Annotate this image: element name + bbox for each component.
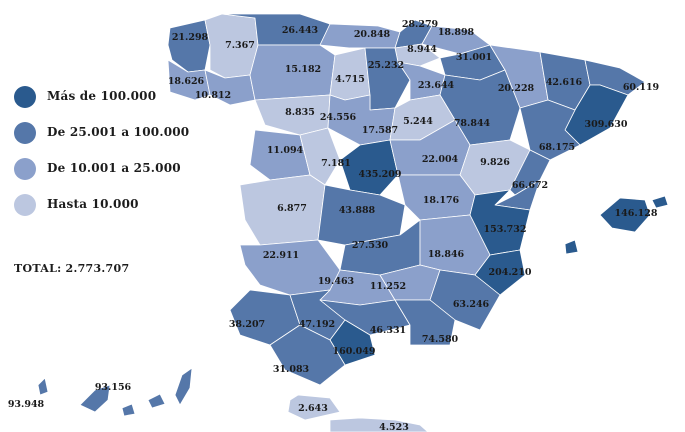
region-label: 4.715 [335, 74, 365, 85]
region-label: 9.826 [480, 157, 510, 168]
region-label: 27.530 [352, 240, 389, 251]
legend-item: De 10.001 a 25.000 [14, 158, 204, 194]
legend: Más de 100.000 De 25.001 a 100.000 De 10… [14, 86, 204, 230]
legend-swatch-icon [14, 158, 36, 180]
region-label: 60.119 [623, 82, 660, 93]
region-shape [269, 324, 346, 386]
region-label: 8.944 [407, 44, 437, 55]
region-label: 4.523 [379, 422, 409, 432]
region-shape [174, 367, 193, 406]
region-label: 8.835 [285, 107, 315, 118]
region-label: 18.898 [438, 27, 475, 38]
region-label: 153.732 [484, 224, 527, 235]
legend-item: De 25.001 a 100.000 [14, 122, 204, 158]
region-label: 26.443 [282, 25, 318, 36]
region-shape [651, 195, 669, 209]
region-label: 63.246 [453, 299, 490, 310]
region-label: 204.210 [489, 267, 532, 278]
region-shape [599, 197, 651, 233]
region-label: 74.580 [422, 334, 459, 345]
region-label: 2.643 [298, 403, 328, 414]
region-label: 18.846 [428, 249, 465, 260]
region-label: 435.209 [359, 169, 402, 180]
region-label: 10.812 [195, 90, 231, 101]
region-label: 42.616 [546, 77, 583, 88]
total-summary: TOTAL: 2.773.707 [14, 262, 129, 275]
region-label: 43.888 [339, 205, 376, 216]
region-label: 160.049 [333, 346, 376, 357]
region-label: 93.156 [95, 382, 132, 393]
legend-label: Más de 100.000 [47, 89, 157, 103]
region-label: 66.672 [512, 180, 548, 191]
region-label: 146.128 [615, 208, 658, 219]
region-label: 21.298 [172, 32, 209, 43]
legend-label: Hasta 10.000 [47, 197, 139, 211]
region-shape [317, 184, 406, 246]
region-label: 31.001 [456, 52, 492, 63]
region-label: 6.877 [277, 203, 307, 214]
region-label: 5.244 [403, 116, 433, 127]
region-label: 18.176 [423, 195, 460, 206]
region-labels: 21.298 7.367 26.443 20.848 28.279 18.898… [8, 19, 660, 432]
region-shape [147, 393, 166, 409]
region-shape [564, 239, 579, 255]
region-shape [474, 249, 526, 296]
region-label: 7.367 [225, 40, 255, 51]
legend-label: De 25.001 a 100.000 [47, 125, 190, 139]
region-shape [287, 394, 341, 421]
total-label: TOTAL: [14, 262, 62, 275]
region-shape [121, 403, 136, 417]
region-shape [37, 377, 49, 396]
region-label: 22.004 [422, 154, 459, 165]
legend-label: De 10.001 a 25.000 [47, 161, 181, 175]
legend-item: Hasta 10.000 [14, 194, 204, 230]
region-label: 28.279 [402, 19, 439, 30]
region-label: 47.192 [299, 319, 335, 330]
region-label: 25.232 [368, 60, 404, 71]
region-label: 7.181 [321, 158, 351, 169]
region-label: 20.228 [498, 83, 535, 94]
region-label: 31.083 [273, 364, 309, 375]
region-label: 22.911 [263, 250, 299, 261]
region-label: 17.587 [362, 125, 398, 136]
region-label: 11.094 [267, 145, 304, 156]
total-value: 2.773.707 [65, 262, 130, 275]
region-shape [299, 127, 341, 186]
legend-swatch-icon [14, 194, 36, 216]
region-label: 20.848 [354, 29, 391, 40]
region-shape [519, 99, 581, 161]
legend-swatch-icon [14, 122, 36, 144]
provinces-layer [37, 13, 669, 432]
region-label: 19.463 [318, 276, 354, 287]
region-label: 309.630 [585, 119, 628, 130]
region-label: 46.331 [370, 325, 406, 336]
region-label: 23.644 [418, 80, 455, 91]
region-shape [329, 417, 429, 432]
region-label: 68.175 [539, 142, 575, 153]
region-label: 11.252 [370, 281, 406, 292]
region-shape [79, 384, 111, 413]
legend-item: Más de 100.000 [14, 86, 204, 122]
region-label: 93.948 [8, 399, 45, 410]
region-label: 24.556 [320, 112, 357, 123]
region-label: 78.844 [454, 118, 491, 129]
region-label: 38.207 [229, 319, 265, 330]
region-shape [394, 299, 456, 346]
legend-swatch-icon [14, 86, 36, 108]
region-label: 18.626 [168, 76, 205, 87]
region-label: 15.182 [285, 64, 321, 75]
